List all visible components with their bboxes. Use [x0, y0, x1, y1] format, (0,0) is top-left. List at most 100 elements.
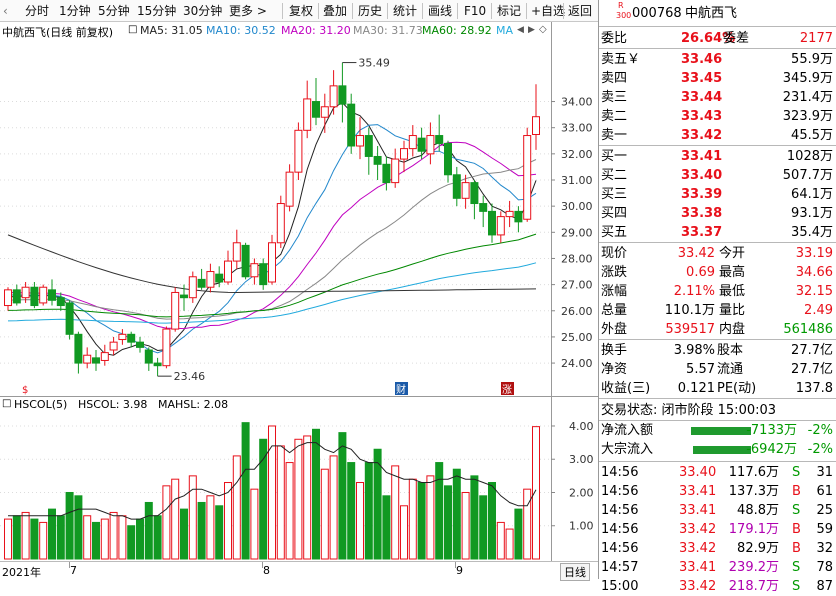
add-watchlist-button[interactable]: +自选: [531, 4, 566, 18]
chevron-right-icon[interactable]: ▶: [528, 25, 535, 35]
candle-down[interactable]: [444, 142, 452, 176]
candle-up[interactable]: [532, 116, 540, 135]
candle-down[interactable]: [470, 182, 479, 205]
scroll-left-arrow[interactable]: ‹: [3, 4, 8, 18]
candle-down[interactable]: [215, 273, 224, 283]
bid-row[interactable]: 买一 33.41 1028万: [599, 147, 836, 166]
candle-up[interactable]: [294, 129, 303, 173]
daily-period-button[interactable]: 日线: [560, 563, 590, 581]
candle-down[interactable]: [338, 85, 347, 105]
candle-up[interactable]: [285, 171, 294, 207]
candle-down[interactable]: [241, 244, 250, 278]
ask-row[interactable]: 卖三 33.44 231.4万: [599, 88, 836, 107]
overlay-button[interactable]: 叠加: [323, 4, 348, 18]
candle-down[interactable]: [74, 333, 83, 364]
fuquan-button[interactable]: 复权: [289, 4, 314, 18]
candle-up[interactable]: [329, 85, 338, 108]
candle-up[interactable]: [268, 242, 276, 283]
candle-down[interactable]: [153, 362, 162, 367]
candle-down[interactable]: [180, 294, 188, 299]
candle-up[interactable]: [4, 289, 12, 307]
candle-down[interactable]: [259, 263, 268, 286]
tab-fenshi[interactable]: 分时: [25, 4, 50, 18]
candle-down[interactable]: [488, 210, 496, 236]
tick-row[interactable]: 14:56 33.40 117.6万 S 31: [599, 463, 836, 482]
candle-down[interactable]: [197, 278, 206, 288]
ask-row[interactable]: 卖四 33.45 345.9万: [599, 69, 836, 88]
bid-row[interactable]: 买五 33.37 35.4万: [599, 223, 836, 242]
tick-row[interactable]: 14:56 33.41 48.8万 S 25: [599, 501, 836, 520]
candle-up[interactable]: [39, 286, 48, 304]
candle-down[interactable]: [92, 357, 100, 364]
candle-down[interactable]: [347, 103, 356, 147]
ask-row[interactable]: 卖二 33.43 323.9万: [599, 107, 836, 126]
candle-down[interactable]: [417, 137, 426, 152]
candle-up[interactable]: [21, 286, 30, 299]
candle-up[interactable]: [461, 182, 470, 199]
tab-1min[interactable]: 1分钟: [59, 4, 91, 18]
tab-30min[interactable]: 30分钟: [183, 4, 223, 18]
candle-up[interactable]: [356, 135, 364, 147]
candle-down[interactable]: [373, 155, 382, 165]
hscol-chart[interactable]: 4.00 3.00 2.00 1.00: [0, 396, 598, 561]
ask-row[interactable]: 卖一 33.42 45.5万: [599, 126, 836, 145]
indicator-settings-icon[interactable]: □: [2, 398, 12, 409]
candle-up[interactable]: [250, 263, 259, 278]
event-marker-left[interactable]: $: [22, 385, 28, 396]
candle-down[interactable]: [312, 101, 320, 118]
diamond-icon[interactable]: ◇: [539, 24, 547, 35]
candle-up[interactable]: [320, 106, 329, 118]
candle-up[interactable]: [83, 354, 92, 364]
candle-up[interactable]: [109, 341, 118, 351]
statistics-button[interactable]: 统计: [393, 4, 418, 18]
candle-down[interactable]: [12, 289, 21, 304]
candle-up[interactable]: [408, 135, 417, 150]
candle-down[interactable]: [514, 210, 523, 223]
candle-up[interactable]: [100, 352, 109, 361]
candle-up[interactable]: [505, 210, 514, 218]
candle-up[interactable]: [426, 135, 435, 155]
candle-up[interactable]: [206, 271, 215, 288]
candlestick-chart[interactable]: 34.00 33.00 32.00 31.00 30.00 29.00 28.00 27.00…: [0, 22, 598, 396]
back-button[interactable]: 返回: [568, 4, 593, 18]
candle-up[interactable]: [188, 276, 197, 299]
candle-up[interactable]: [171, 291, 180, 330]
history-button[interactable]: 历史: [358, 4, 383, 18]
candle-up[interactable]: [224, 260, 232, 283]
tick-row[interactable]: 14:57 33.41 239.2万 S 78: [599, 558, 836, 577]
candle-up[interactable]: [303, 98, 312, 131]
candle-down[interactable]: [48, 289, 56, 301]
candle-up[interactable]: [118, 333, 127, 341]
tick-row[interactable]: 14:56 33.41 137.3万 B 61: [599, 482, 836, 501]
limit-up-marker[interactable]: [501, 382, 514, 395]
bid-row[interactable]: 买四 33.38 93.1万: [599, 204, 836, 223]
tick-row[interactable]: 15:00 33.42 218.7万 S 87: [599, 577, 836, 596]
candle-down[interactable]: [65, 302, 74, 335]
candle-down[interactable]: [144, 349, 153, 364]
candle-down[interactable]: [479, 203, 488, 212]
candle-up[interactable]: [400, 148, 408, 160]
chevron-left-icon[interactable]: ◀: [517, 25, 524, 35]
tick-row[interactable]: 14:56 33.42 179.1万 B 59: [599, 520, 836, 539]
candle-down[interactable]: [127, 333, 136, 343]
tab-15min[interactable]: 15分钟: [137, 4, 177, 18]
candle-up[interactable]: [391, 158, 400, 184]
candle-down[interactable]: [435, 135, 444, 144]
indicator-settings-icon[interactable]: □: [128, 24, 138, 35]
candle-up[interactable]: [232, 242, 241, 262]
more-periods-button[interactable]: 更多 >: [229, 4, 267, 18]
ask-row[interactable]: 卖五￥ 33.46 55.9万: [599, 50, 836, 69]
tick-row[interactable]: 14:56 33.42 82.9万 B 32: [599, 539, 836, 558]
bid-row[interactable]: 买三 33.39 64.1万: [599, 185, 836, 204]
candle-down[interactable]: [136, 341, 144, 348]
mark-button[interactable]: 标记: [497, 4, 522, 18]
candle-down[interactable]: [452, 174, 461, 199]
candle-down[interactable]: [30, 286, 39, 307]
finance-marker[interactable]: [395, 382, 408, 395]
candle-down[interactable]: [56, 297, 65, 307]
bid-row[interactable]: 买二 33.40 507.7万: [599, 166, 836, 185]
candle-up[interactable]: [523, 135, 532, 220]
f10-button[interactable]: F10: [464, 4, 487, 18]
draw-line-button[interactable]: 画线: [428, 4, 453, 18]
candle-up[interactable]: [162, 328, 171, 367]
